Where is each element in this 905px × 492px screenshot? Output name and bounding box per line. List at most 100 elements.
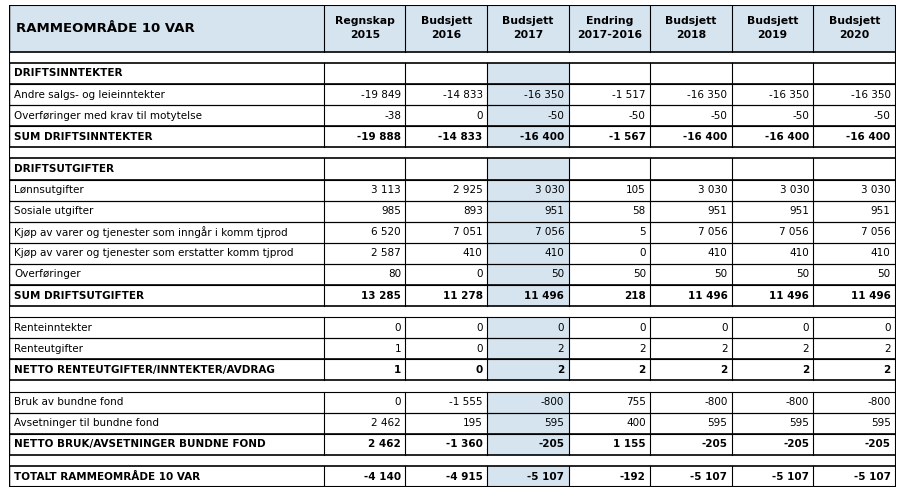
Text: 1 155: 1 155 [614,439,646,449]
Bar [814,466,895,487]
Text: -16 350: -16 350 [524,90,564,99]
Text: -50: -50 [548,111,564,121]
Bar [9,222,324,243]
Text: 2018: 2018 [676,31,706,40]
Text: 50: 50 [633,270,646,279]
Bar [814,201,895,222]
Text: Avsetninger til bundne fond: Avsetninger til bundne fond [14,418,159,428]
Text: -50: -50 [873,111,891,121]
Text: -19 888: -19 888 [357,132,401,142]
Bar [324,126,405,147]
Bar [324,317,405,338]
Text: -50: -50 [792,111,809,121]
Bar [405,52,487,63]
Bar [814,285,895,306]
Bar [487,63,568,84]
Bar [9,84,324,105]
Bar [732,222,814,243]
Bar [324,413,405,434]
Text: Renteinntekter: Renteinntekter [14,323,92,333]
Bar [405,84,487,105]
Bar [814,306,895,317]
Bar [814,63,895,84]
Bar [814,455,895,466]
Bar [324,380,405,392]
Bar [814,380,895,392]
Bar [405,338,487,359]
Bar [324,466,405,487]
Bar [568,63,651,84]
Text: 410: 410 [708,248,728,258]
Text: 11 496: 11 496 [851,290,891,301]
Bar [814,158,895,180]
Bar [568,147,651,158]
Bar [9,338,324,359]
Bar [568,5,651,52]
Text: 3 030: 3 030 [535,185,564,195]
Text: -16 350: -16 350 [688,90,728,99]
Bar [405,126,487,147]
Bar [651,158,732,180]
Text: 2: 2 [803,344,809,354]
Bar [324,306,405,317]
Text: -50: -50 [629,111,646,121]
Text: 6 520: 6 520 [371,227,401,237]
Bar [651,5,732,52]
Bar [732,392,814,413]
Bar [405,5,487,52]
Text: Andre salgs- og leieinntekter: Andre salgs- og leieinntekter [14,90,166,99]
Bar [568,285,651,306]
Text: 951: 951 [789,206,809,216]
Bar [324,201,405,222]
Bar [324,359,405,380]
Text: 2 462: 2 462 [371,418,401,428]
Bar [324,5,405,52]
Bar [405,264,487,285]
Bar [814,180,895,201]
Bar [324,455,405,466]
Bar [405,466,487,487]
Bar [9,5,324,52]
Bar [487,126,568,147]
Text: -205: -205 [783,439,809,449]
Text: 2: 2 [557,344,564,354]
Text: Regnskap: Regnskap [335,16,395,27]
Bar [487,222,568,243]
Text: 3 030: 3 030 [862,185,891,195]
Text: 2: 2 [639,344,646,354]
Bar [9,317,324,338]
Bar [487,466,568,487]
Bar [651,317,732,338]
Text: Kjøp av varer og tjenester som inngår i komm tjprod: Kjøp av varer og tjenester som inngår i … [14,226,288,238]
Bar [651,63,732,84]
Bar [814,222,895,243]
Text: 7 056: 7 056 [861,227,891,237]
Bar [651,359,732,380]
Text: 2016: 2016 [431,31,462,40]
Text: 0: 0 [476,270,482,279]
Text: -205: -205 [701,439,728,449]
Bar [405,158,487,180]
Text: 11 496: 11 496 [524,290,564,301]
Text: 13 285: 13 285 [361,290,401,301]
Bar [324,52,405,63]
Bar [651,455,732,466]
Bar [814,338,895,359]
Bar [9,264,324,285]
Bar [651,147,732,158]
Bar [732,317,814,338]
Text: -5 107: -5 107 [691,471,728,482]
Bar [568,434,651,455]
Text: 50: 50 [878,270,891,279]
Bar [9,455,324,466]
Bar [9,180,324,201]
Bar [324,434,405,455]
Bar [324,392,405,413]
Bar [487,52,568,63]
Bar [324,63,405,84]
Bar [487,285,568,306]
Text: 0: 0 [803,323,809,333]
Bar [651,466,732,487]
Text: 1: 1 [395,344,401,354]
Text: TOTALT RAMMEOMRÅDE 10 VAR: TOTALT RAMMEOMRÅDE 10 VAR [14,471,201,482]
